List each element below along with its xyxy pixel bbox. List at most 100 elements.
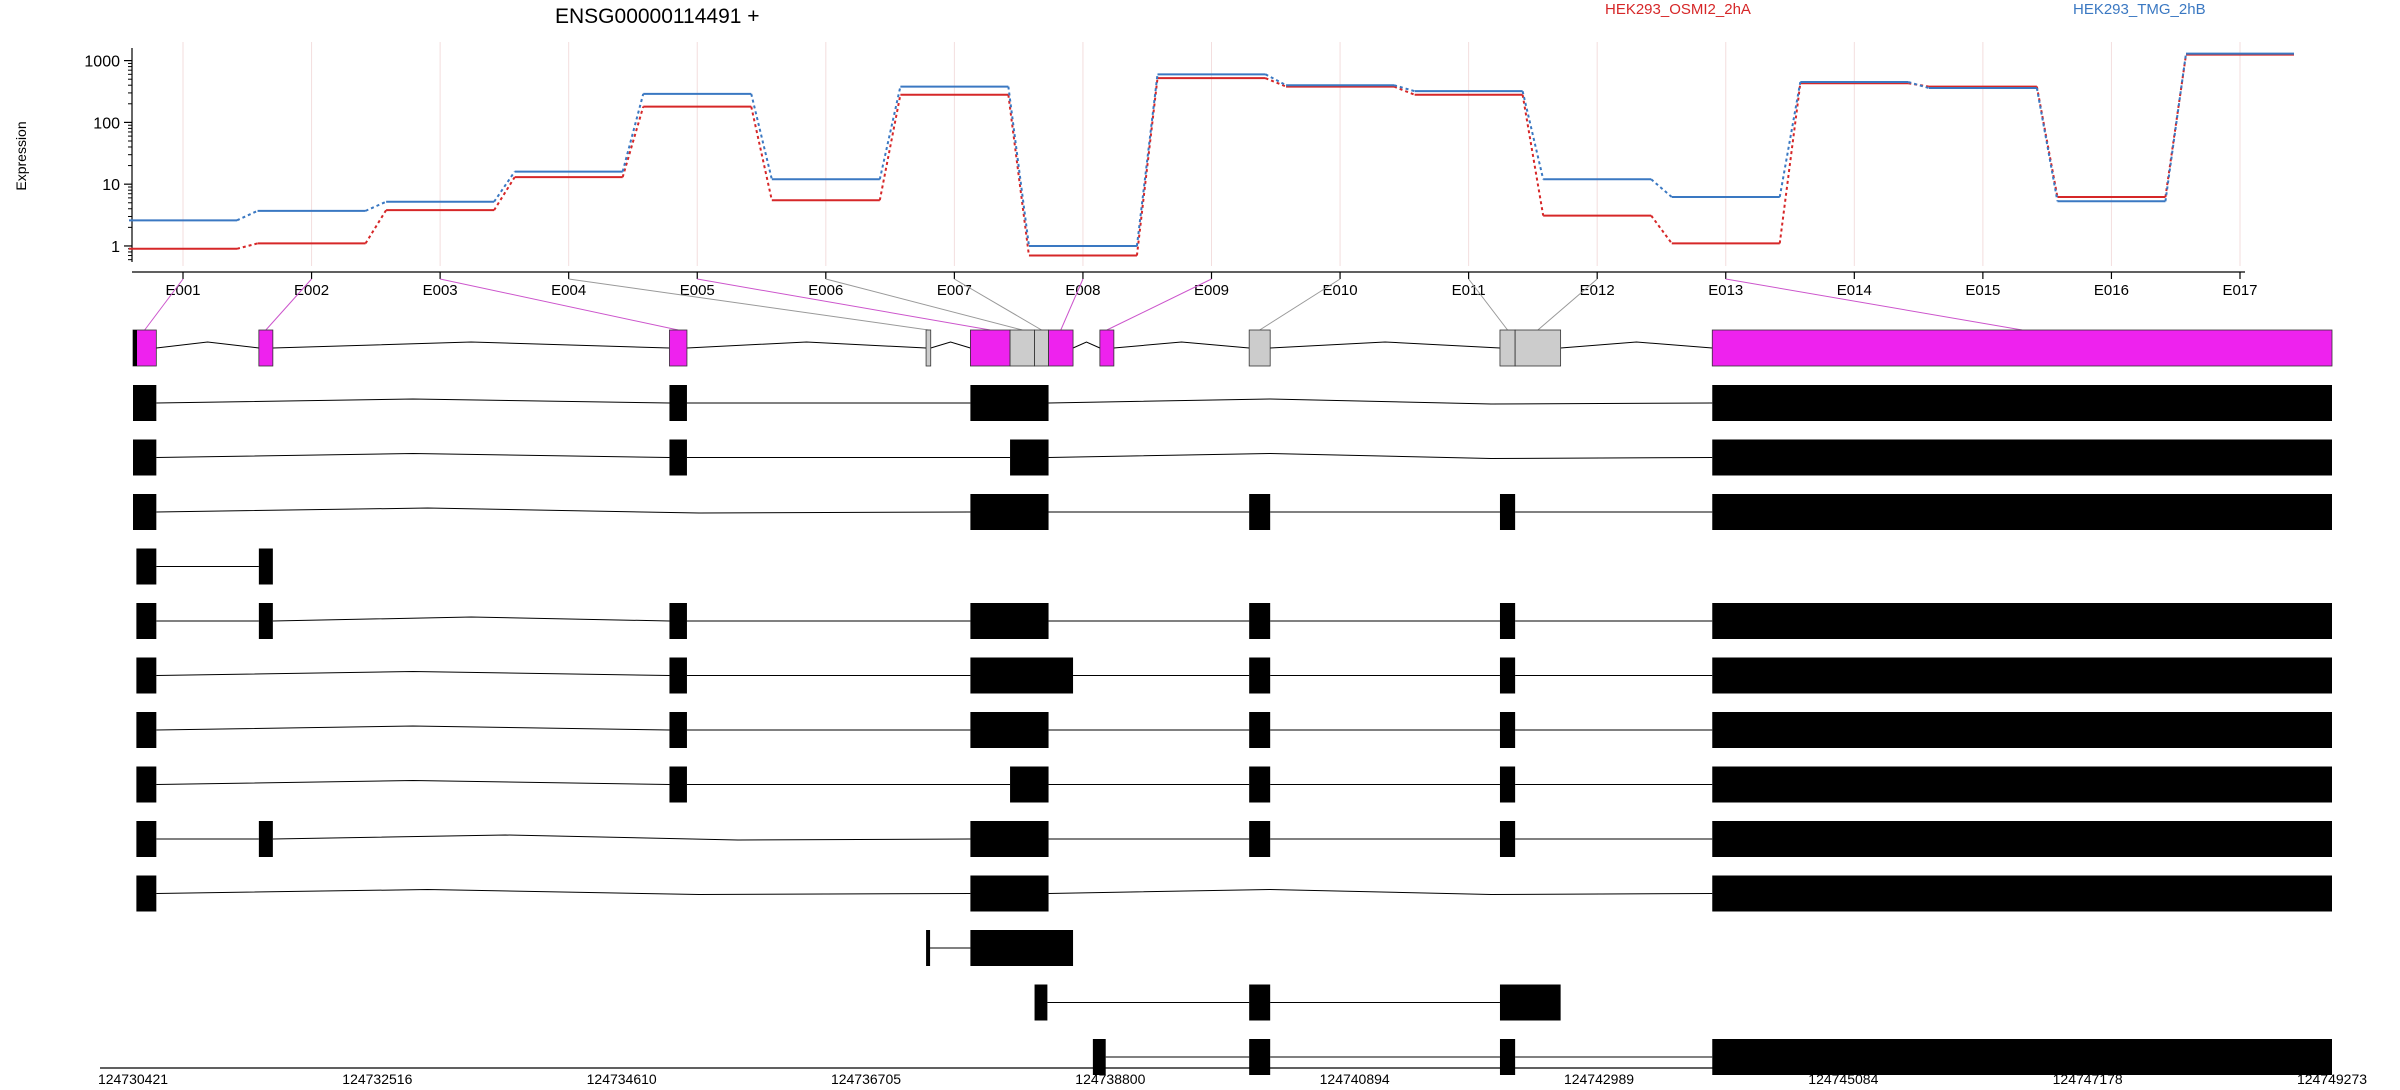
gene-model-exon-E004 (925, 329, 932, 367)
transcript-9 (136, 821, 2332, 857)
transcript-exon (1712, 1039, 2332, 1075)
exon-connector-E010 (1259, 278, 1341, 331)
x-tick-label-E013: E013 (1708, 282, 1743, 299)
transcript-exon (1249, 821, 1271, 857)
gene-model-exon-E003 (669, 329, 688, 367)
series-tmg-connector (878, 86, 902, 180)
transcript-8 (136, 766, 2332, 803)
transcript-exon (669, 603, 687, 639)
transcript-intron (156, 398, 670, 404)
x-tick-label-E012: E012 (1580, 282, 1615, 299)
exon-connector-E012 (1537, 278, 1598, 331)
transcript-exon (669, 657, 687, 694)
transcript-exon (258, 603, 273, 639)
exon-connector-E003 (440, 278, 679, 331)
y-axis-label: Expression (13, 121, 29, 190)
transcript-exon (258, 821, 273, 857)
exon-connector-E006 (825, 278, 1023, 331)
transcript-exon (669, 712, 687, 748)
genomic-tick-label: 124736705 (831, 1071, 901, 1087)
series-osmi (129, 53, 2294, 257)
series-osmi-connector (1650, 215, 1673, 244)
transcript-exon (669, 385, 687, 421)
transcript-intron (1048, 888, 1713, 896)
transcript-7 (136, 712, 2332, 748)
series-osmi-connector (1007, 94, 1030, 256)
transcript-exon (970, 494, 1049, 530)
gene-model-intron (930, 341, 971, 349)
series-tmg-connector (1778, 81, 1802, 198)
x-tick-label-E007: E007 (937, 282, 972, 299)
genomic-tick-label: 124732516 (342, 1071, 412, 1087)
series-tmg-connector (1650, 178, 1673, 198)
transcript-10 (136, 875, 2332, 912)
transcript-exon (926, 930, 931, 966)
gene-model-intron (1113, 341, 1250, 349)
transcript-exon (1712, 712, 2332, 748)
transcript-exon (970, 603, 1049, 639)
transcript-exon (133, 385, 157, 421)
x-tick-label-E004: E004 (551, 282, 586, 299)
series-osmi-connector (621, 106, 645, 178)
x-tick-label-E009: E009 (1194, 282, 1229, 299)
x-tick-label-E011: E011 (1452, 282, 1486, 299)
series-osmi-connector (1908, 82, 1930, 88)
transcript-exon (1712, 385, 2332, 421)
transcript-exon (1249, 494, 1271, 530)
transcript-exon (136, 712, 157, 748)
transcript-exon (970, 930, 1074, 966)
transcript-exon (669, 766, 687, 803)
transcript-intron (156, 452, 670, 458)
transcript-exon (136, 875, 157, 912)
transcript-1 (133, 385, 2332, 421)
transcript-exon (970, 385, 1049, 421)
series-tmg-connector (1135, 74, 1159, 247)
transcript-exon (1249, 712, 1271, 748)
series-osmi-connector (364, 209, 387, 244)
exon-connector-E001 (144, 278, 184, 331)
transcript-exon (1499, 494, 1516, 530)
transcript-exon (136, 821, 157, 857)
gene-model-exon-E007 (1034, 329, 1049, 367)
transcript-exon (136, 657, 157, 694)
transcript-exon (1499, 1039, 1516, 1075)
series-tmg-connector (1265, 73, 1287, 87)
series-tmg-connector (236, 209, 258, 222)
transcript-exon (1712, 494, 2332, 530)
gene-model-intron (156, 341, 259, 349)
gene-model-intron (1560, 341, 1713, 349)
exon-connector-E008 (1060, 278, 1084, 331)
gene-model-exon-E009 (1099, 329, 1115, 367)
y-tick-label: 1 (111, 239, 120, 256)
transcript-2 (133, 439, 2332, 476)
series-tmg-connector (621, 93, 645, 172)
transcript-intron (156, 670, 670, 676)
transcript-4 (136, 548, 273, 585)
transcript-exon (1249, 766, 1271, 803)
transcript-intron (156, 888, 971, 896)
gene-model-exon-E010 (1248, 329, 1271, 367)
transcript-exon (1499, 712, 1516, 748)
transcript-exon (136, 603, 157, 639)
genomic-tick-label: 124740894 (1320, 1071, 1390, 1087)
transcript-3 (133, 494, 2332, 530)
transcript-exon (1092, 1039, 1106, 1075)
gene-model-intron (272, 341, 670, 349)
gene-model-exon-E005 (969, 329, 1011, 367)
genomic-tick-label: 124747178 (2053, 1071, 2123, 1087)
transcript-intron (272, 834, 971, 841)
genomic-tick-label: 124730421 (98, 1071, 168, 1087)
transcript-exon (133, 439, 157, 476)
transcript-exon (970, 657, 1074, 694)
y-tick-label: 1000 (84, 54, 120, 71)
y-tick-label: 100 (93, 115, 120, 132)
transcript-exon (970, 875, 1049, 912)
transcript-exon (133, 494, 157, 530)
transcript-exon (669, 439, 687, 476)
x-tick-label-E005: E005 (680, 282, 715, 299)
genomic-tick-label: 124745084 (1808, 1071, 1878, 1087)
genomic-tick-label: 124734610 (587, 1071, 657, 1087)
series-osmi-connector (1521, 94, 1545, 216)
gene-model-exon-E011 (1499, 329, 1516, 367)
